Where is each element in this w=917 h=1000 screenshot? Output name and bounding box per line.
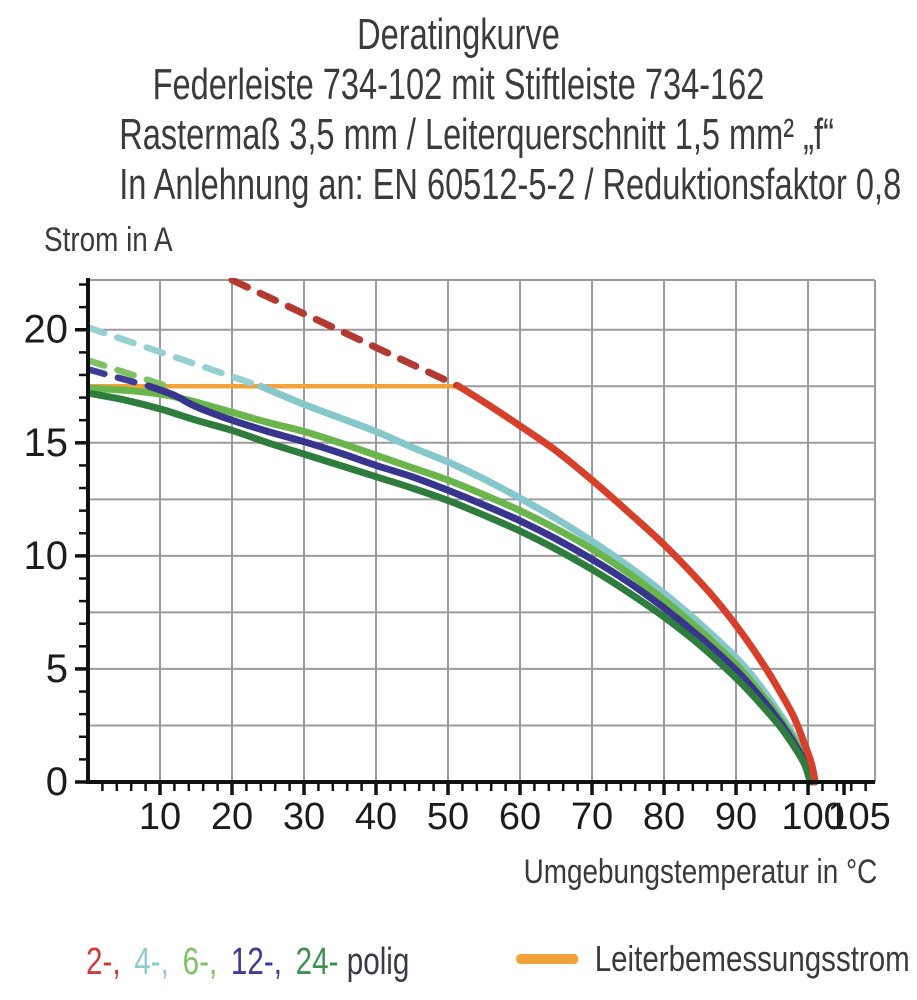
chart-curves [88, 278, 819, 786]
title-line-4: In Anlehnung an: EN 60512-5-2 / Reduktio… [119, 160, 902, 209]
x-axis-title: Umgebungstemperatur in °C [523, 853, 877, 891]
curve-4-polig-extrapoliert [88, 324, 265, 390]
y-tick-20: 20 [24, 308, 69, 352]
legend-poles-suffix: polig [346, 941, 410, 983]
legend-rated-current: Leiterbemessungsstrom [516, 938, 910, 980]
title-line-3: Rastermaß 3,5 mm / Leiterquerschnitt 1,5… [119, 110, 834, 159]
chart-grid [88, 279, 876, 782]
x-tick-100: 100 [781, 796, 844, 838]
x-tick-10: 10 [139, 796, 181, 838]
curve-24-polig [88, 389, 814, 786]
title-line-2: Federleiste 734-102 mit Stiftleiste 734-… [152, 60, 765, 109]
legend-poles: 2-, 4-, 6-, 12-, 24- polig [86, 941, 409, 984]
curve-2-polig [455, 382, 819, 786]
x-tick-70: 70 [571, 796, 613, 838]
legend-pole-12: 12-, [230, 941, 282, 983]
title-line-1: Deratingkurve [357, 10, 560, 59]
curve-12-polig-extrapoliert [88, 366, 153, 390]
curve-12-polig [145, 382, 815, 786]
x-tick-20: 20 [211, 796, 253, 838]
legend-pole-24: 24- [295, 941, 339, 983]
x-tick-60: 60 [499, 796, 541, 838]
y-tick-10: 10 [24, 534, 69, 578]
x-tick-30: 30 [283, 796, 325, 838]
chart-title-block: Deratingkurve Federleiste 734-102 mit St… [119, 10, 902, 210]
rated-current-label: Leiterbemessungsstrom [594, 938, 910, 979]
curve-6-polig-extrapoliert [88, 357, 171, 390]
y-axis-title: Strom in A [44, 221, 173, 259]
x-tick-105: 105 [827, 796, 890, 838]
legend-pole-6: 6-, [182, 941, 218, 983]
x-tick-40: 40 [355, 796, 397, 838]
legend-pole-2: 2-, [86, 941, 121, 983]
chart-axes [75, 278, 875, 795]
x-tick-90: 90 [715, 796, 757, 838]
y-tick-15: 15 [24, 421, 69, 465]
x-tick-80: 80 [643, 796, 685, 838]
curve-2-polig-extrapoliert [228, 278, 463, 390]
y-tick-5: 5 [46, 647, 68, 691]
rated-current-line-swatch [516, 954, 579, 964]
x-tick-50: 50 [427, 796, 469, 838]
y-tick-0: 0 [46, 760, 68, 804]
legend-pole-4: 4-, [134, 941, 169, 983]
